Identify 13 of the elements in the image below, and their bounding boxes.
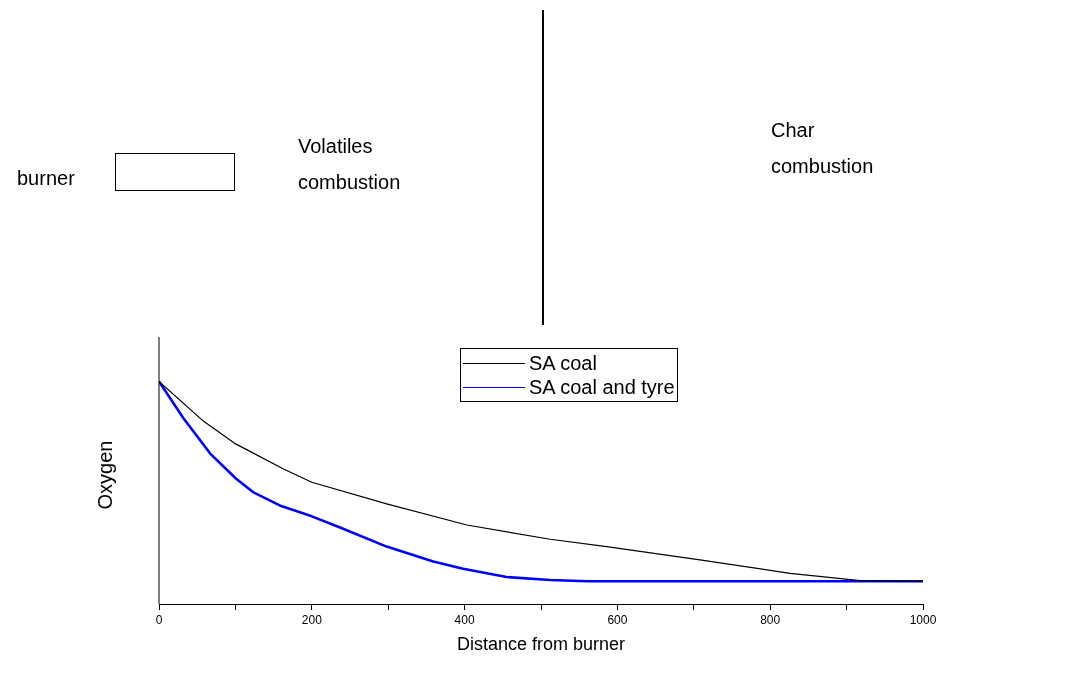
x-tick-label: 800 (760, 612, 781, 627)
x-tick-label: 200 (301, 612, 323, 627)
text: Char combustion (771, 118, 874, 179)
x-tick-label: 0 (155, 612, 163, 627)
text: burner (17, 166, 75, 191)
legend-label: SA coal (529, 351, 597, 375)
y-axis-title: Oxygen (93, 440, 117, 510)
legend-label: SA coal and tyre (529, 375, 675, 399)
x-tick-label: 400 (454, 612, 475, 627)
x-axis-title: Distance from burner (456, 634, 626, 655)
x-tick-label: 1000 (909, 612, 937, 627)
text: Volatiles combustion (298, 134, 401, 195)
x-tick-label: 600 (607, 612, 628, 627)
